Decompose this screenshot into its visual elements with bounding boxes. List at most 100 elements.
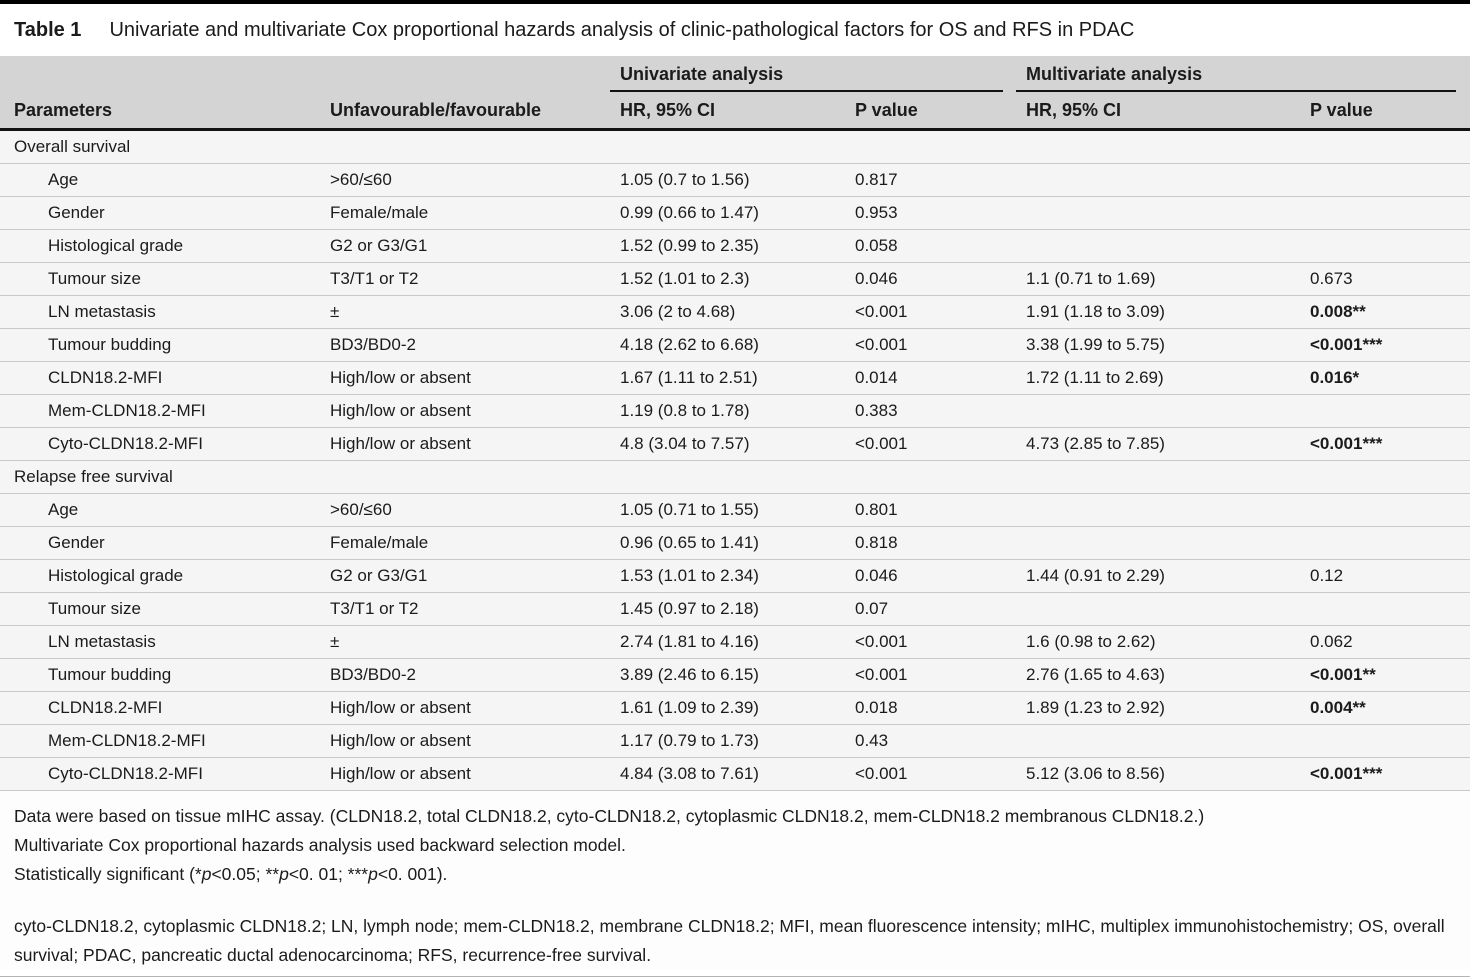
group-header-row: Univariate analysis Multivariate analysi… — [0, 56, 1470, 92]
param-cell: Gender — [48, 533, 105, 552]
table-row: Tumour size T3/T1 or T2 1.45 (0.97 to 2.18… — [0, 593, 1470, 626]
p-italic: p — [201, 864, 212, 884]
uni-p-cell: <0.001 — [855, 632, 908, 651]
uni-p-cell: 0.43 — [855, 731, 889, 750]
table-caption: Univariate and multivariate Cox proporti… — [109, 18, 1135, 41]
table-row: Gender Female/male 0.96 (0.65 to 1.41) 0.81… — [0, 527, 1470, 560]
param-cell: Age — [48, 170, 79, 189]
param-cell: CLDN18.2-MFI — [48, 368, 163, 387]
param-cell: Tumour budding — [48, 665, 172, 684]
multi-p-cell: <0.001*** — [1310, 335, 1383, 354]
multi-hr-cell: 1.91 (1.18 to 3.09) — [1026, 302, 1165, 321]
comparison-cell: G2 or G3/G1 — [330, 566, 428, 585]
multi-p-cell: 0.12 — [1310, 566, 1344, 585]
uni-p-cell: 0.801 — [855, 500, 898, 519]
table-body: Overall survival Age >60/≤60 1.05 (0.7 to 1… — [0, 131, 1470, 791]
footnotes: Data were based on tissue mIHC assay. (C… — [0, 791, 1470, 970]
section-title: Overall survival — [14, 137, 131, 156]
uni-p-cell: <0.001 — [855, 302, 908, 321]
uni-p-cell: 0.046 — [855, 566, 898, 585]
uni-p-cell: 0.383 — [855, 401, 898, 420]
table-row: Histological grade G2 or G3/G1 1.53 (1.01 … — [0, 560, 1470, 593]
param-cell: Histological grade — [48, 566, 184, 585]
uni-p-cell: 0.018 — [855, 698, 898, 717]
p-italic: p — [279, 864, 289, 884]
uni-hr-cell: 0.96 (0.65 to 1.41) — [620, 533, 759, 552]
comparison-cell: High/low or absent — [330, 731, 471, 750]
param-cell: Tumour budding — [48, 335, 172, 354]
multi-hr-cell: 1.44 (0.91 to 2.29) — [1026, 566, 1165, 585]
section-title: Relapse free survival — [14, 467, 173, 486]
comparison-cell: ± — [330, 632, 340, 651]
multivariate-group-header: Multivariate analysis — [1016, 56, 1470, 92]
uni-hr-cell: 1.61 (1.09 to 2.39) — [620, 698, 759, 717]
uni-hr-cell: 1.67 (1.11 to 2.51) — [620, 368, 758, 387]
col-header-unfavourable: Unfavourable/favourable — [330, 99, 542, 120]
uni-hr-cell: 1.53 (1.01 to 2.34) — [620, 566, 759, 585]
uni-hr-cell: 1.52 (0.99 to 2.35) — [620, 236, 759, 255]
table-row: CLDN18.2-MFI High/low or absent 1.67 (1.11… — [0, 362, 1470, 395]
param-cell: LN metastasis — [48, 632, 156, 651]
comparison-cell: High/low or absent — [330, 698, 471, 717]
table-row: Cyto-CLDN18.2-MFI High/low or absent 4.84 … — [0, 758, 1470, 791]
table-row: Tumour budding BD3/BD0-2 4.18 (2.62 to 6.6… — [0, 329, 1470, 362]
table-row: Gender Female/male 0.99 (0.66 to 1.47) 0.95… — [0, 197, 1470, 230]
multi-hr-cell: 4.73 (2.85 to 7.85) — [1026, 434, 1165, 453]
comparison-cell: G2 or G3/G1 — [330, 236, 428, 255]
uni-hr-cell: 1.45 (0.97 to 2.18) — [620, 599, 759, 618]
section-header-row: Overall survival — [0, 131, 1470, 164]
comparison-cell: BD3/BD0-2 — [330, 665, 416, 684]
uni-p-cell: 0.058 — [855, 236, 898, 255]
uni-p-cell: <0.001 — [855, 434, 908, 453]
footnote-significance: Statistically significant (*p<0.05; **p<… — [14, 860, 1456, 889]
multi-p-cell: 0.016* — [1310, 368, 1360, 387]
table-row: Age >60/≤60 1.05 (0.71 to 1.55) 0.801 — [0, 494, 1470, 527]
param-cell: Tumour size — [48, 269, 141, 288]
comparison-cell: T3/T1 or T2 — [330, 269, 419, 288]
table-row: LN metastasis ±2.74 (1.81 to 4.16) <0.001 1… — [0, 626, 1470, 659]
comparison-cell: High/low or absent — [330, 368, 471, 387]
uni-hr-cell: 4.8 (3.04 to 7.57) — [620, 434, 750, 453]
param-cell: Gender — [48, 203, 105, 222]
table-row: Histological grade G2 or G3/G1 1.52 (0.99 … — [0, 230, 1470, 263]
multi-p-cell: <0.001*** — [1310, 764, 1383, 783]
significance-text: Statistically significant (* — [14, 864, 202, 884]
comparison-cell: ± — [330, 302, 340, 321]
significance-text: <0. 001). — [377, 864, 448, 884]
comparison-cell: >60/≤60 — [330, 170, 392, 189]
multi-p-cell: <0.001** — [1310, 665, 1376, 684]
table-row: Mem-CLDN18.2-MFI High/low or absent 1.19 (… — [0, 395, 1470, 428]
uni-hr-cell: 0.99 (0.66 to 1.47) — [620, 203, 759, 222]
comparison-cell: T3/T1 or T2 — [330, 599, 419, 618]
table-row: Cyto-CLDN18.2-MFI High/low or absent 4.8 (… — [0, 428, 1470, 461]
multi-hr-cell: 1.89 (1.23 to 2.92) — [1026, 698, 1165, 717]
uni-hr-cell: 2.74 (1.81 to 4.16) — [620, 632, 759, 651]
uni-p-cell: 0.818 — [855, 533, 898, 552]
param-cell: Mem-CLDN18.2-MFI — [48, 401, 206, 420]
section-header-row: Relapse free survival — [0, 461, 1470, 494]
table-row: Tumour budding BD3/BD0-2 3.89 (2.46 to 6.1… — [0, 659, 1470, 692]
multi-p-cell: 0.004** — [1310, 698, 1366, 717]
comparison-cell: High/low or absent — [330, 434, 471, 453]
multi-p-cell: 0.008** — [1310, 302, 1366, 321]
multi-p-cell: <0.001*** — [1310, 434, 1383, 453]
footnote-model: Multivariate Cox proportional hazards an… — [14, 835, 626, 855]
footnote-abbreviations: cyto-CLDN18.2, cytoplasmic CLDN18.2; LN,… — [14, 916, 1445, 965]
table-row: CLDN18.2-MFI High/low or absent 1.61 (1.09… — [0, 692, 1470, 725]
significance-text: <0. 01; *** — [288, 864, 369, 884]
multi-p-cell: 0.673 — [1310, 269, 1353, 288]
param-cell: Cyto-CLDN18.2-MFI — [48, 434, 203, 453]
param-cell: Age — [48, 500, 79, 519]
col-header-multi-hr: HR, 95% CI — [1026, 99, 1122, 120]
comparison-cell: Female/male — [330, 203, 429, 222]
multi-hr-cell: 1.6 (0.98 to 2.62) — [1026, 632, 1156, 651]
col-header-uni-p: P value — [855, 99, 918, 120]
comparison-cell: High/low or absent — [330, 401, 471, 420]
uni-p-cell: 0.014 — [855, 368, 898, 387]
uni-hr-cell: 1.17 (0.79 to 1.73) — [620, 731, 759, 750]
uni-hr-cell: 1.05 (0.71 to 1.55) — [620, 500, 759, 519]
param-cell: Histological grade — [48, 236, 184, 255]
uni-p-cell: 0.046 — [855, 269, 898, 288]
param-cell: Mem-CLDN18.2-MFI — [48, 731, 206, 750]
